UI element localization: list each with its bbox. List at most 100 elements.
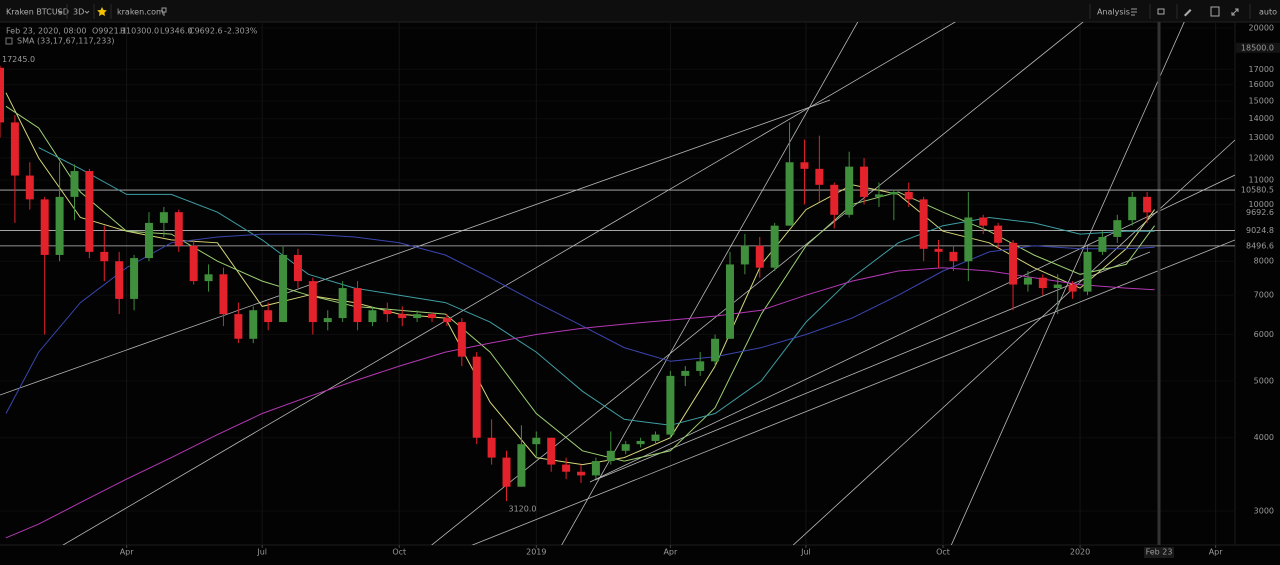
candle-body <box>666 375 675 435</box>
y-tick-label: 7000 <box>1254 291 1274 300</box>
candle-body <box>502 457 511 487</box>
candle-body <box>606 450 615 462</box>
extreme-label: 17245.0 <box>2 55 35 64</box>
y-tick-label: 15000 <box>1249 97 1274 106</box>
candle-body <box>457 322 466 357</box>
y-tick-label: 4000 <box>1254 433 1274 442</box>
candle-body <box>845 166 854 215</box>
y-tick-label: 17000 <box>1249 65 1274 74</box>
scale-mode[interactable]: auto <box>1259 8 1277 17</box>
candle-body <box>308 281 317 323</box>
candle-body <box>755 245 764 268</box>
candle-body <box>1068 284 1077 292</box>
candle-body <box>40 199 49 255</box>
y-tick-label: 20000 <box>1249 23 1274 32</box>
candle-body <box>696 361 705 371</box>
candle-body <box>130 258 139 299</box>
crosshair-x-label: Feb 23 <box>1146 548 1173 557</box>
candle-body <box>413 314 422 319</box>
candle-body <box>100 251 109 262</box>
favorite-star[interactable] <box>97 7 107 16</box>
candle-body <box>398 314 407 319</box>
candle-body <box>562 464 571 472</box>
x-tick-label: Apr <box>120 548 135 557</box>
interval-selector[interactable]: 3D <box>73 8 84 17</box>
info-high: H10300.0 <box>120 27 159 36</box>
extreme-label: 3120.0 <box>509 505 537 514</box>
y-tick-label: 14000 <box>1249 114 1274 123</box>
price-line-label: 8496.6 <box>1246 241 1274 250</box>
candle-body <box>487 437 496 458</box>
candle-body <box>964 217 973 262</box>
candle-body <box>636 440 645 445</box>
candle-body <box>815 168 824 185</box>
candle-body <box>725 264 734 339</box>
price-line-label: 9024.8 <box>1246 226 1274 235</box>
source-link[interactable]: kraken.com <box>117 8 164 17</box>
candle-body <box>1098 236 1107 252</box>
candle-body <box>1113 220 1122 237</box>
candle-body <box>532 437 541 445</box>
trend-line <box>431 22 1084 545</box>
candle-body <box>800 162 809 169</box>
x-tick-label: 2020 <box>1070 548 1090 557</box>
x-tick-label: Apr <box>663 548 678 557</box>
last-price-label: 9692.6 <box>1246 208 1274 217</box>
draw-tool-icon[interactable] <box>1184 9 1192 17</box>
candle-body <box>279 254 288 323</box>
candle-body <box>547 437 556 465</box>
candle-body <box>994 225 1003 243</box>
candle-body <box>55 196 64 255</box>
info-close: C9692.6 <box>189 27 223 36</box>
candle-body <box>159 212 168 223</box>
indicator-toggle[interactable] <box>5 37 13 45</box>
dropdown-icon <box>84 10 90 14</box>
candle-body <box>338 288 347 319</box>
link-icon <box>161 7 167 16</box>
candle-body <box>889 191 898 195</box>
candle-body <box>115 261 124 299</box>
save-icon[interactable] <box>1210 6 1220 17</box>
x-tick-label: Jul <box>256 548 267 557</box>
price-line-label: 10580.5 <box>1241 186 1274 195</box>
symbol-selector[interactable]: Kraken BTCUSD <box>6 8 69 17</box>
candle-body <box>10 122 19 176</box>
candle-body <box>234 314 243 339</box>
x-tick-label: Jul <box>800 548 811 557</box>
candle-body <box>144 222 153 259</box>
candle-body <box>204 274 213 282</box>
candle-body <box>681 370 690 376</box>
candle-body <box>591 461 600 476</box>
layout-icon[interactable] <box>1157 8 1165 15</box>
dropdown-icon <box>57 10 63 14</box>
toolbar <box>0 0 1280 22</box>
candle-body <box>934 248 943 252</box>
fullscreen-icon[interactable] <box>1231 8 1239 16</box>
x-tick-label: Oct <box>392 548 406 557</box>
candle-body <box>293 254 302 282</box>
candle-body <box>189 245 198 282</box>
candle-body <box>323 318 332 323</box>
info-change: -2.303% <box>224 27 258 36</box>
candle-body <box>368 310 377 323</box>
candle-body <box>25 175 34 200</box>
candle-body <box>264 310 273 323</box>
candle-body <box>1083 251 1092 292</box>
crosshair-y-label: 18500.0 <box>1241 43 1274 52</box>
analysis-button[interactable]: Analysis <box>1097 8 1130 17</box>
candle-body <box>577 471 586 476</box>
candle-body <box>0 67 4 123</box>
candle-body <box>219 274 228 315</box>
candle-body <box>904 191 913 200</box>
trend-line <box>589 174 1235 483</box>
y-tick-label: 3000 <box>1254 506 1274 515</box>
candle-body <box>428 314 437 319</box>
candle-body <box>174 212 183 246</box>
candle-body <box>70 171 79 197</box>
y-tick-label: 5000 <box>1254 376 1274 385</box>
candle-body <box>860 166 869 197</box>
trend-line <box>0 99 831 396</box>
candle-body <box>442 318 451 323</box>
trend-line <box>792 139 1235 545</box>
